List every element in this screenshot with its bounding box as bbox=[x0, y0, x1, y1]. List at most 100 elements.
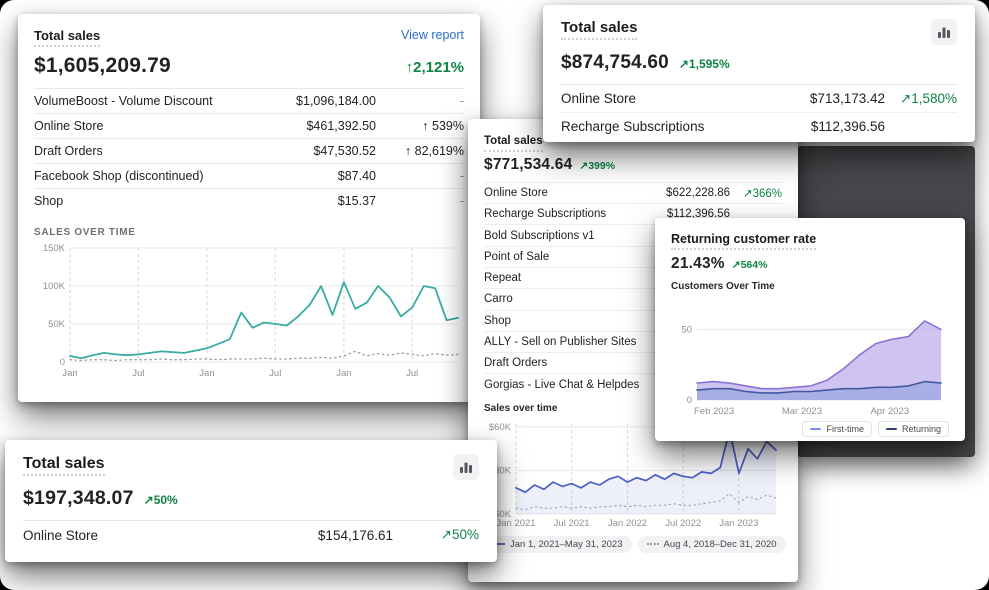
table-row: Online Store $154,176.61 ↗50% bbox=[23, 521, 479, 549]
svg-text:Jul: Jul bbox=[132, 368, 144, 379]
row-label: Recharge Subscriptions bbox=[484, 208, 607, 221]
table-row: Draft Orders $47,530.52 ↑ 82,619% bbox=[34, 137, 464, 163]
total-sales-change: ↗50% bbox=[143, 493, 178, 507]
table-row: Recharge Subscriptions $112,396.56 bbox=[484, 203, 782, 224]
row-change: - bbox=[459, 168, 464, 183]
row-value: $1,096,184.00 bbox=[296, 93, 376, 108]
table-row: Point of Sale bbox=[484, 245, 782, 267]
total-sales-card-right: Total sales $874,754.60 ↗1,595% Online S… bbox=[543, 5, 975, 142]
row-change: - bbox=[459, 193, 464, 208]
total-sales-amount: $197,348.07 bbox=[23, 487, 134, 509]
metric-row: $771,534.64 ↗399% bbox=[484, 156, 782, 174]
table-row: Online Store $461,392.50 ↑ 539% bbox=[34, 112, 464, 138]
row-change: ↗50% bbox=[440, 527, 479, 542]
solid-line-swatch-icon bbox=[493, 543, 505, 546]
total-sales-change: ↑2,121% bbox=[405, 58, 464, 76]
card-title: Total sales bbox=[34, 28, 101, 47]
svg-text:Jul: Jul bbox=[269, 368, 281, 379]
row-value: $87.40 bbox=[337, 168, 376, 183]
row-label: Repeat bbox=[484, 272, 522, 285]
returning-customer-rate-card: Returning customer rate 21.43% ↗564% Cus… bbox=[655, 218, 965, 441]
row-change: ↑ 82,619% bbox=[404, 143, 464, 158]
svg-text:$30K: $30K bbox=[489, 465, 512, 476]
row-label: Bold Subscriptions v1 bbox=[484, 229, 595, 242]
divider bbox=[561, 84, 957, 85]
svg-text:$60K: $60K bbox=[489, 422, 512, 433]
svg-text:100K: 100K bbox=[43, 281, 66, 292]
bar-chart-icon[interactable] bbox=[931, 19, 957, 45]
table-row: Online Store $713,173.42 ↗1,580% bbox=[561, 85, 957, 112]
card-title: Returning customer rate bbox=[671, 232, 817, 250]
svg-text:Mar 2023: Mar 2023 bbox=[782, 406, 822, 417]
svg-text:Jan: Jan bbox=[199, 368, 214, 379]
row-label: Online Store bbox=[484, 186, 548, 199]
row-label: Online Store bbox=[561, 91, 637, 106]
legend-first-time[interactable]: First-time bbox=[802, 421, 872, 437]
svg-text:50K: 50K bbox=[48, 319, 66, 330]
legend-label: Returning bbox=[901, 424, 941, 434]
metric-row: $197,348.07 ↗50% bbox=[23, 487, 479, 510]
row-label: ALLY - Sell on Publisher Sites bbox=[484, 336, 637, 349]
row-value: $112,396.56 bbox=[810, 118, 885, 134]
total-sales-amount: $1,605,209.79 bbox=[34, 53, 171, 77]
channel-breakdown-table: Online Store $622,228.86 ↗366% Recharge Sub… bbox=[484, 181, 782, 395]
view-report-link[interactable]: View report bbox=[401, 28, 464, 42]
row-label: Online Store bbox=[34, 118, 104, 133]
svg-text:Jan 2022: Jan 2022 bbox=[608, 518, 647, 529]
svg-text:150K: 150K bbox=[43, 243, 66, 254]
bar-chart-icon[interactable] bbox=[453, 454, 479, 480]
row-label: Online Store bbox=[23, 527, 99, 543]
row-value: $47,530.52 bbox=[313, 143, 376, 158]
total-sales-amount: $771,534.64 bbox=[484, 155, 573, 173]
row-label: Point of Sale bbox=[484, 250, 550, 263]
svg-text:Jul 2022: Jul 2022 bbox=[665, 518, 701, 529]
row-label: Draft Orders bbox=[484, 357, 548, 370]
card-header: Total sales View report bbox=[34, 28, 464, 47]
metric-row: $874,754.60 ↗1,595% bbox=[561, 52, 957, 74]
svg-text:Jul: Jul bbox=[406, 368, 418, 379]
row-value: $622,228.86 bbox=[666, 186, 730, 199]
legend-compare-range[interactable]: Aug 4, 2018–Dec 31, 2020 bbox=[637, 535, 786, 553]
row-change: - bbox=[459, 93, 464, 108]
legend-current-range[interactable]: Jan 1, 2021–May 31, 2023 bbox=[484, 535, 632, 553]
metric-row: $1,605,209.79 ↑2,121% bbox=[34, 54, 464, 78]
row-change: ↗1,580% bbox=[899, 90, 957, 106]
chart-legend: First-time Returning bbox=[671, 421, 949, 437]
returning-rate-change: ↗564% bbox=[731, 259, 768, 271]
table-row: VolumeBoost - Volume Discount $1,096,184.… bbox=[34, 87, 464, 113]
legend-label: Aug 4, 2018–Dec 31, 2020 bbox=[663, 538, 777, 550]
svg-text:Jan: Jan bbox=[62, 368, 77, 379]
total-sales-card-small: Total sales $197,348.07 ↗50% Online Stor… bbox=[5, 440, 497, 562]
row-value: $15.37 bbox=[337, 193, 376, 208]
card-header: Total sales bbox=[23, 454, 479, 480]
svg-text:Apr 2023: Apr 2023 bbox=[870, 406, 909, 417]
line-swatch-icon bbox=[810, 428, 822, 430]
table-row: ALLY - Sell on Publisher Sites bbox=[484, 330, 782, 352]
returning-rate-amount: 21.43% bbox=[671, 255, 725, 272]
section-label: SALES OVER TIME bbox=[34, 226, 136, 238]
legend-label: Jan 1, 2021–May 31, 2023 bbox=[510, 538, 623, 550]
svg-text:Feb 2023: Feb 2023 bbox=[694, 406, 734, 417]
metric-row: 21.43% ↗564% bbox=[671, 255, 949, 273]
row-label: Carro bbox=[484, 293, 513, 306]
card-title: Total sales bbox=[484, 135, 543, 152]
table-row: Carro bbox=[484, 288, 782, 309]
row-label: VolumeBoost - Volume Discount bbox=[34, 93, 213, 108]
row-label: Recharge Subscriptions bbox=[561, 118, 705, 134]
chart-legend: Jan 1, 2021–May 31, 2023 Aug 4, 2018–Dec… bbox=[484, 535, 786, 553]
divider bbox=[23, 520, 479, 521]
table-row: Draft Orders bbox=[484, 352, 782, 373]
svg-text:$0K: $0K bbox=[494, 509, 512, 520]
table-row: Online Store $622,228.86 ↗366% bbox=[484, 181, 782, 203]
channel-breakdown-table: Online Store $154,176.61 ↗50% bbox=[23, 521, 479, 549]
card-title: Total sales bbox=[23, 454, 105, 477]
row-label: Gorgias - Live Chat & Helpdesk bbox=[484, 378, 640, 391]
legend-returning[interactable]: Returning bbox=[877, 421, 949, 437]
total-sales-amount: $874,754.60 bbox=[561, 52, 669, 73]
channel-breakdown-table: Online Store $713,173.42 ↗1,580% Recharge S… bbox=[561, 85, 957, 139]
total-sales-report-card: Total sales View report $1,605,209.79 ↑2… bbox=[18, 14, 480, 402]
row-change: ↑ 539% bbox=[422, 118, 464, 133]
